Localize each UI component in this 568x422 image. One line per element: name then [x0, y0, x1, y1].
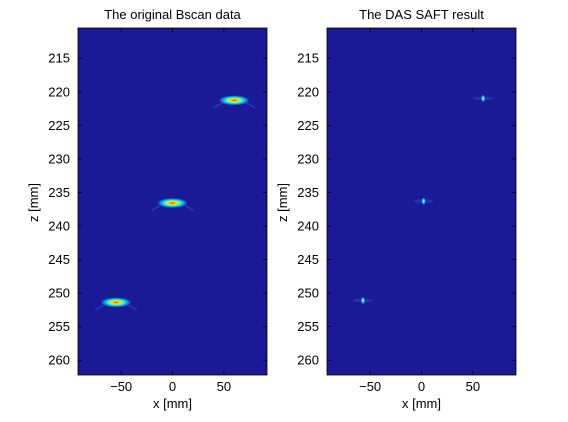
- chart-title: The DAS SAFT result: [359, 7, 484, 22]
- x-tick-label: −50: [110, 379, 132, 394]
- y-tick-label: 220: [297, 84, 319, 99]
- reflector-3: [94, 297, 138, 311]
- reflector-peak: [360, 296, 366, 305]
- reflector-2: [413, 197, 434, 205]
- x-tick-label: 0: [169, 379, 176, 394]
- reflector-2: [151, 198, 194, 212]
- y-tick-label: 215: [297, 51, 319, 66]
- x-tick-label: −50: [359, 379, 381, 394]
- x-tick-label: 50: [466, 379, 480, 394]
- y-tick-label: 240: [48, 218, 70, 233]
- y-tick-label: 250: [297, 286, 319, 301]
- y-tick-label: 235: [297, 185, 319, 200]
- y-tick-label: 255: [48, 319, 70, 334]
- y-tick-label: 215: [48, 51, 70, 66]
- reflector-3: [353, 296, 373, 305]
- y-tick-label: 255: [297, 319, 319, 334]
- x-tick-label: 0: [418, 379, 425, 394]
- y-tick-label: 230: [297, 151, 319, 166]
- heatmap-panel-2: 215 220 225 230 235 240 245 250 255 260 −50 0 50 The …: [275, 7, 517, 411]
- reflector-peak: [218, 95, 250, 106]
- y-tick-label: 225: [48, 118, 70, 133]
- y-axis-label: z [mm]: [26, 183, 41, 222]
- y-tick-label: 245: [297, 252, 319, 267]
- y-tick-label: 230: [48, 151, 70, 166]
- y-tick-label: 240: [297, 218, 319, 233]
- x-axis-label: x [mm]: [153, 396, 192, 411]
- reflector-peak: [421, 197, 426, 205]
- chart-title: The original Bscan data: [104, 7, 241, 22]
- heatmap-panel-1: 215 220 225 230 235 240 245 250 255 260 −50 0 50 The …: [26, 7, 268, 411]
- y-tick-label: 250: [48, 286, 70, 301]
- reflector-peak: [100, 297, 132, 308]
- reflector-1: [212, 95, 256, 109]
- y-tick-label: 225: [297, 118, 319, 133]
- reflector-peak: [157, 198, 188, 209]
- reflector-1: [473, 94, 493, 103]
- reflector-peak: [480, 94, 486, 103]
- y-tick-label: 260: [297, 353, 319, 368]
- y-tick-label: 260: [48, 353, 70, 368]
- x-axis-label: x [mm]: [402, 396, 441, 411]
- y-axis-label: z [mm]: [275, 183, 290, 222]
- y-tick-label: 220: [48, 84, 70, 99]
- x-tick-label: 50: [217, 379, 231, 394]
- y-tick-label: 245: [48, 252, 70, 267]
- y-tick-label: 235: [48, 185, 70, 200]
